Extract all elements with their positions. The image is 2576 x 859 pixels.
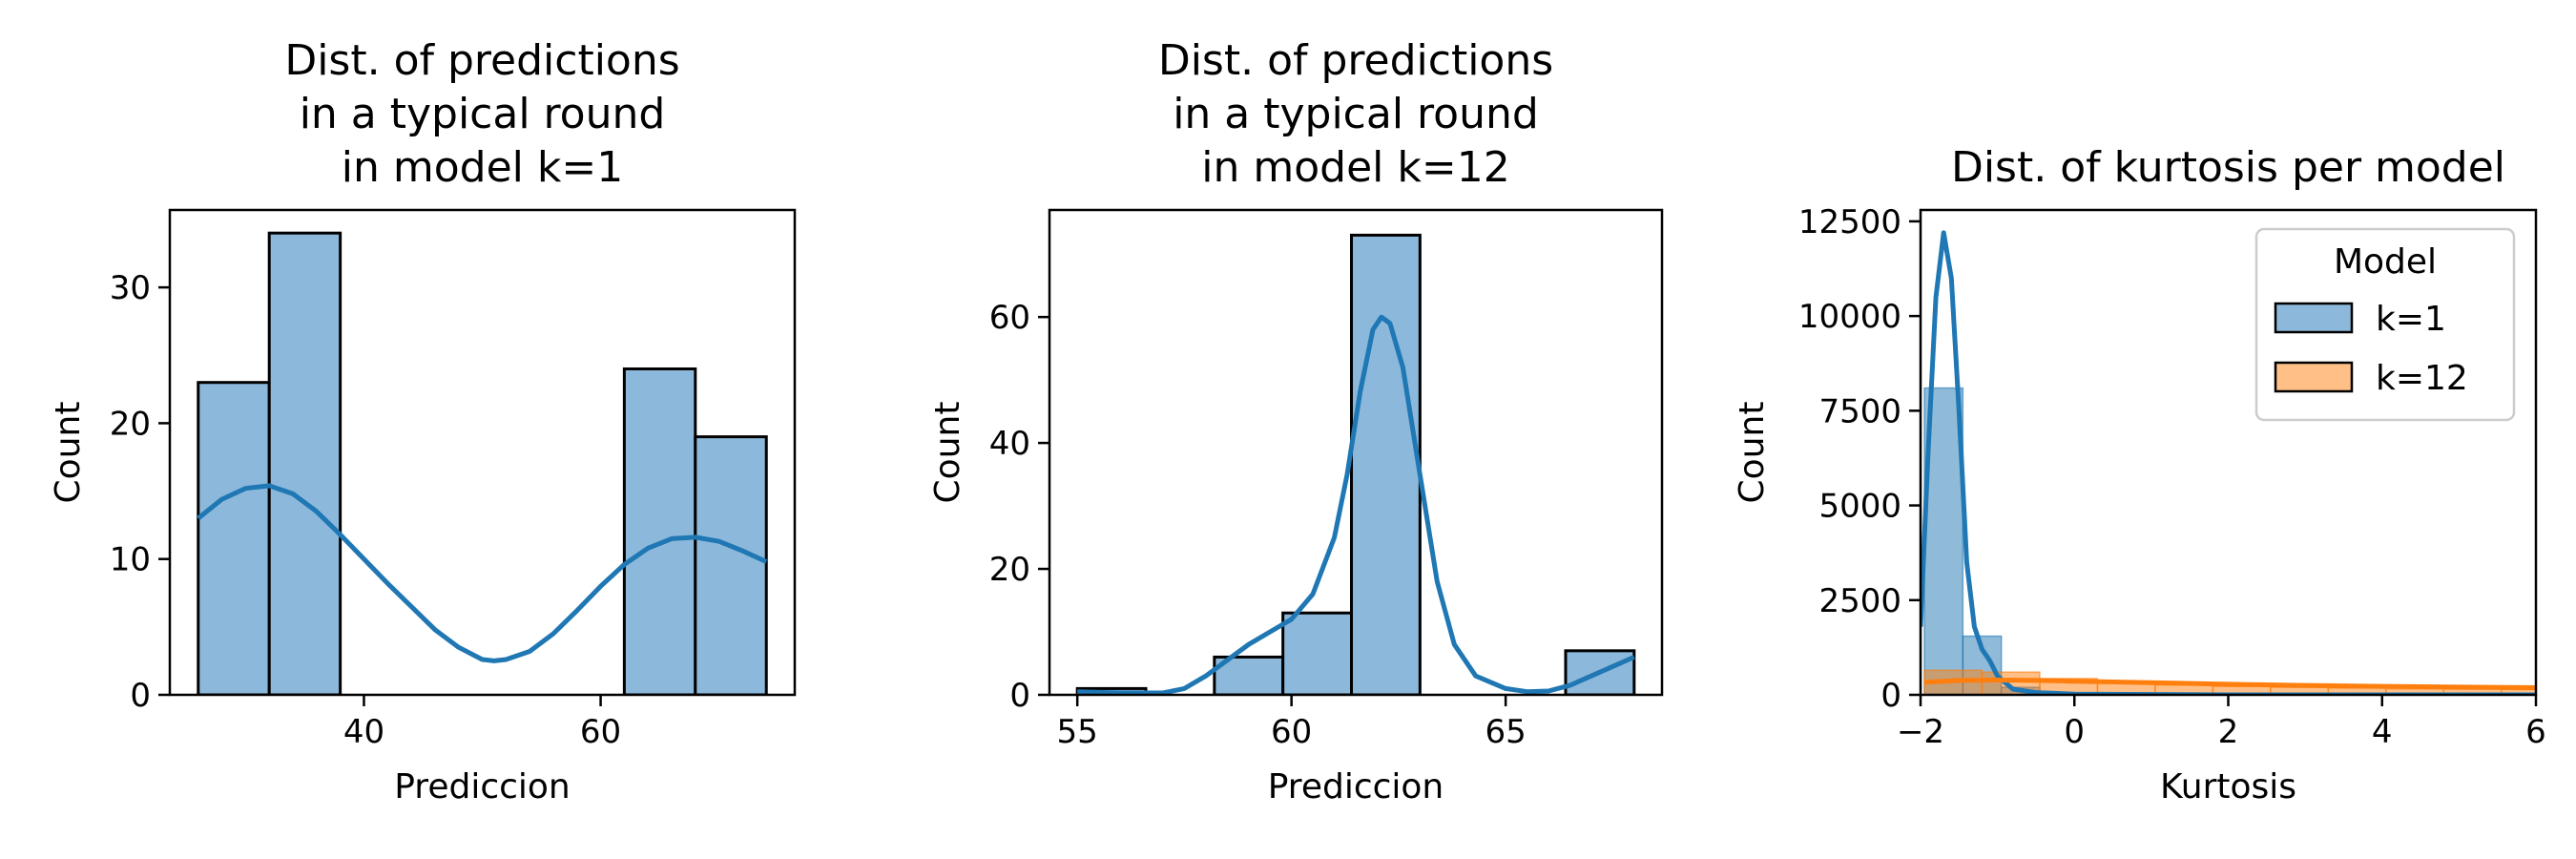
hist-bar-3 [622,367,697,695]
chart-title-line-1: Dist. of predictions [1158,36,1553,85]
legend-swatch-k=1 [2274,302,2354,334]
y-axis-label: Count [928,402,967,504]
x-axis-label: Prediccion [1268,767,1444,807]
axes-frame [1048,208,1664,697]
y-tick-label: 10000 [1798,298,1901,336]
chart-title-line-3: in model k=1 [342,143,623,192]
x-tick-label: 60 [1271,713,1312,751]
y-tick-label: 0 [1880,677,1901,715]
legend-label-k=12: k=12 [2376,359,2468,398]
chart-title-line-3: in model k=12 [1201,143,1509,192]
plot-area [1075,233,1636,695]
chart-panel-2: 55 60 65 0 20 40 60 Prediccion Count Dist. of pre… [928,36,1664,807]
x-tick-label: −2 [1897,713,1944,751]
y-tick-label: 10 [110,541,151,579]
plot-area [1921,230,2536,695]
y-tick-label: 60 [989,299,1030,337]
hist-bar-2 [267,231,343,695]
hist-kde-line [197,483,768,663]
hist-kde-line [1077,314,1635,695]
chart-title-line-1: Dist. of kurtosis per model [1951,143,2505,192]
x-tick-label: 0 [2064,713,2085,751]
y-tick-label: 12500 [1798,203,1901,241]
plot-area [197,231,768,695]
y-tick-label: 0 [130,677,151,715]
x-tick-label: 60 [580,713,621,751]
y-tick-label: 40 [989,425,1030,463]
y-tick-label: 20 [989,551,1030,589]
hist-bar-4 [1350,233,1422,695]
y-tick-label: 2500 [1818,582,1901,620]
y-tick-label: 20 [110,405,151,443]
legend-swatch-k=12 [2274,361,2354,393]
y-axis-label: Count [49,402,88,504]
y-tick-label: 0 [1009,677,1030,715]
y-tick-label: 5000 [1818,488,1901,526]
x-tick-label: 65 [1485,713,1527,751]
chart-panel-1: 40 60 0 10 20 30 Prediccion Count Dist. of predi… [49,36,797,807]
legend-label-k=1: k=1 [2376,300,2446,339]
x-tick-label: 40 [343,713,384,751]
x-tick-label: 6 [2525,713,2546,751]
x-tick-label: 2 [2218,713,2239,751]
hist-bar-3 [1281,611,1354,695]
hist-bar-1 [197,381,271,695]
x-axis-label: Kurtosis [2160,767,2296,807]
k12-kde-line [1923,678,2536,690]
axes-frame [168,208,797,697]
legend: Model k=1 k=12 [2254,227,2516,422]
y-axis-label: Count [1733,402,1772,504]
chart-panel-3: −2 0 2 4 602500500075001000012500KurtosisCou… [1733,143,2546,807]
x-axis-label: Prediccion [394,767,571,807]
chart-title-line-2: in a typical round [1173,90,1539,138]
k1-kde-line [1921,230,2536,695]
hist-bar-4 [694,435,768,695]
y-tick-label: 30 [110,269,151,307]
x-tick-label: 55 [1057,713,1098,751]
chart-title-line-2: in a typical round [300,90,666,138]
y-tick-label: 7500 [1818,392,1901,430]
legend-title: Model [2334,242,2437,282]
chart-title-line-1: Dist. of predictions [284,36,679,85]
x-tick-label: 4 [2372,713,2393,751]
